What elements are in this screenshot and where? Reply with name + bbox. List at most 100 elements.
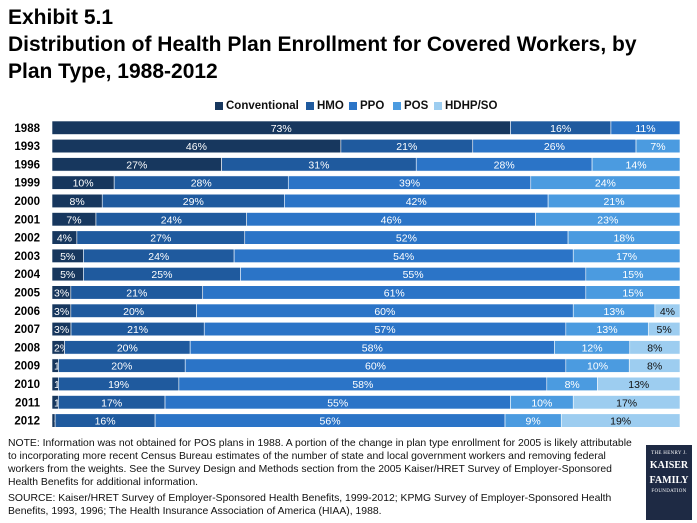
bar-segment-pos (591, 157, 681, 172)
data-label: 24% (595, 178, 616, 190)
year-label: 2000 (14, 196, 40, 208)
data-label: 10% (73, 178, 94, 190)
logo-line-1: THE HENRY J. (651, 451, 687, 456)
bar-segment-pos (572, 248, 681, 263)
data-label: 8% (70, 196, 85, 208)
data-label: 57% (375, 324, 396, 336)
data-label: 16% (550, 123, 571, 135)
bar-segment-pos (547, 193, 681, 208)
data-label: 5% (60, 251, 75, 263)
data-label: 8% (565, 379, 580, 391)
data-label: 3% (54, 287, 69, 299)
legend-item-conventional: Conventional (215, 100, 299, 112)
bar-segment-pos (567, 230, 681, 245)
data-label: 16% (95, 416, 116, 428)
data-label: 7% (650, 141, 665, 153)
data-label: 17% (101, 397, 122, 409)
legend-swatch (393, 102, 401, 110)
data-label: 20% (111, 361, 132, 373)
logo-foundation: FOUNDATION (651, 489, 687, 494)
data-label: 46% (381, 214, 402, 226)
data-label: 55% (403, 269, 424, 281)
source-note: SOURCE: Kaiser/HRET Survey of Employer-S… (8, 493, 612, 517)
data-label: 52% (396, 233, 417, 245)
year-label: 2002 (14, 233, 40, 245)
data-label: 7% (66, 214, 81, 226)
data-label: 14% (626, 159, 647, 171)
year-label: 2011 (15, 397, 41, 409)
data-label: 46% (186, 141, 207, 153)
data-label: 25% (151, 269, 172, 281)
year-label: 2007 (14, 324, 40, 336)
data-label: 18% (614, 233, 635, 245)
bar-segment-hdhp-so (597, 376, 681, 392)
data-label: 23% (597, 214, 618, 226)
kff-logo: THE HENRY J. KAISER FAMILY FOUNDATION (646, 445, 692, 520)
data-label: 58% (362, 342, 383, 354)
data-label: 17% (616, 397, 637, 409)
data-label: 11% (635, 123, 655, 135)
data-label: 21% (604, 196, 625, 208)
data-label: 8% (647, 361, 662, 373)
data-label: 55% (327, 397, 348, 409)
data-label: 17% (616, 251, 637, 263)
bar-segment-hdhp-so (560, 413, 681, 428)
chart-title: Exhibit 5.1 Distribution of Health Plan … (8, 4, 688, 85)
data-label: 28% (191, 178, 212, 190)
year-label: 1999 (14, 178, 40, 190)
legend-swatch (434, 102, 442, 110)
legend-item-hmo: HMO (306, 100, 344, 112)
bar-segment-hdhp-so (572, 395, 681, 410)
data-label: 4% (57, 233, 72, 245)
data-label: 21% (126, 287, 147, 299)
legend-swatch (349, 102, 357, 110)
year-label: 2001 (14, 214, 40, 226)
data-label: 24% (148, 251, 169, 263)
year-label: 2009 (14, 361, 40, 373)
stacked-bar-chart: 1988 73% 16% 11% 1993 46% 21% 26% 7% 1996 27% 31% 28… (14, 120, 681, 428)
data-label: 60% (365, 361, 386, 373)
bar-segment-pos (585, 267, 681, 282)
chart-legend: Conventional HMO PPO POS HDHP/SO (0, 100, 697, 116)
legend-label: HMO (317, 100, 344, 112)
data-label: 28% (494, 159, 515, 171)
data-label: 42% (406, 196, 427, 208)
data-label: 60% (374, 306, 395, 318)
bar-segment-hdhp-so (654, 303, 681, 318)
year-label: 1996 (14, 159, 40, 171)
data-label: 20% (123, 306, 144, 318)
legend-swatch (306, 102, 314, 110)
data-label: 19% (610, 416, 631, 428)
year-label: 1993 (14, 141, 40, 153)
logo-kaiser: KAISER (649, 460, 689, 471)
data-label: 31% (308, 159, 329, 171)
data-label: 12% (582, 342, 603, 354)
data-label: 24% (161, 214, 182, 226)
data-label: 54% (393, 251, 414, 263)
data-label: 5% (60, 269, 75, 281)
data-label: 61% (384, 287, 405, 299)
data-label: 27% (126, 159, 147, 171)
data-label: 26% (544, 141, 565, 153)
bar-segment-hdhp-so (629, 340, 681, 355)
bar-segment-ppo (610, 120, 681, 135)
legend-swatch (215, 102, 223, 110)
data-label: 20% (117, 342, 138, 354)
year-label: 2010 (14, 379, 40, 391)
data-label: 27% (150, 233, 171, 245)
year-label: 2005 (14, 287, 40, 299)
data-label: 3% (54, 306, 69, 318)
data-label: 4% (660, 306, 675, 318)
data-label: 13% (604, 306, 625, 318)
title-line-3: Plan Type, 1988-2012 (8, 60, 218, 83)
data-label: 21% (396, 141, 417, 153)
year-label: 2008 (14, 342, 40, 354)
legend-item-pos: POS (393, 100, 428, 112)
data-label: 3% (54, 324, 69, 336)
legend-label: PPO (360, 100, 385, 112)
logo-family: FAMILY (649, 475, 689, 486)
data-label: 15% (622, 269, 643, 281)
year-label: 2012 (14, 416, 40, 428)
data-label: 58% (352, 379, 373, 391)
bar-segment-pos (535, 212, 681, 227)
